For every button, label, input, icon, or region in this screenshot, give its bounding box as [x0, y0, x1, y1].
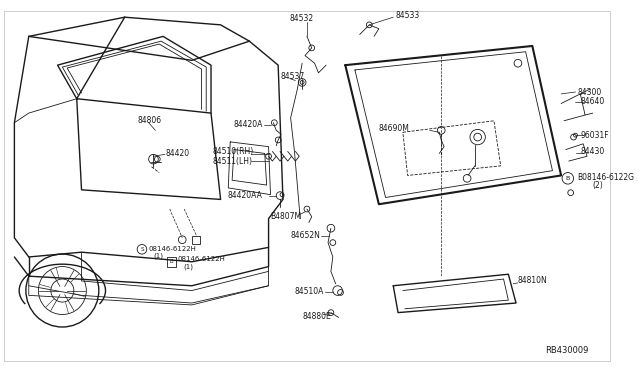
Text: 84532: 84532 — [290, 14, 314, 23]
Text: 84690M: 84690M — [379, 124, 410, 133]
Text: 08146-6122H: 08146-6122H — [177, 256, 225, 262]
Text: 84810N: 84810N — [518, 276, 548, 285]
Text: 84420A: 84420A — [233, 120, 262, 129]
Text: (2): (2) — [593, 180, 604, 190]
Text: 96031F: 96031F — [580, 131, 609, 140]
Text: B: B — [170, 259, 173, 264]
Text: 84511(LH): 84511(LH) — [213, 157, 253, 166]
Text: 84537: 84537 — [280, 72, 305, 81]
Bar — [192, 236, 200, 244]
Text: 84880E: 84880E — [302, 312, 331, 321]
Text: 84420AA: 84420AA — [227, 191, 262, 200]
Text: (1): (1) — [183, 263, 193, 270]
Text: RB430009: RB430009 — [545, 346, 588, 356]
Text: 84652N: 84652N — [291, 231, 321, 240]
Text: 84510A: 84510A — [294, 287, 324, 296]
Text: 84420: 84420 — [166, 149, 190, 158]
Text: 08146-6122H: 08146-6122H — [148, 246, 196, 252]
Text: 84533: 84533 — [395, 11, 419, 20]
Text: B08146-6122G: B08146-6122G — [577, 173, 634, 182]
Bar — [167, 257, 177, 267]
Text: B4807M: B4807M — [271, 212, 301, 221]
Text: 84510(RH): 84510(RH) — [213, 147, 254, 156]
Text: 84430: 84430 — [580, 147, 605, 156]
Text: 84300: 84300 — [577, 87, 602, 96]
Text: 84640: 84640 — [580, 97, 605, 106]
Text: (1): (1) — [154, 253, 163, 259]
Text: B: B — [566, 176, 570, 181]
Text: S: S — [140, 247, 144, 252]
Text: 84806: 84806 — [137, 116, 161, 125]
